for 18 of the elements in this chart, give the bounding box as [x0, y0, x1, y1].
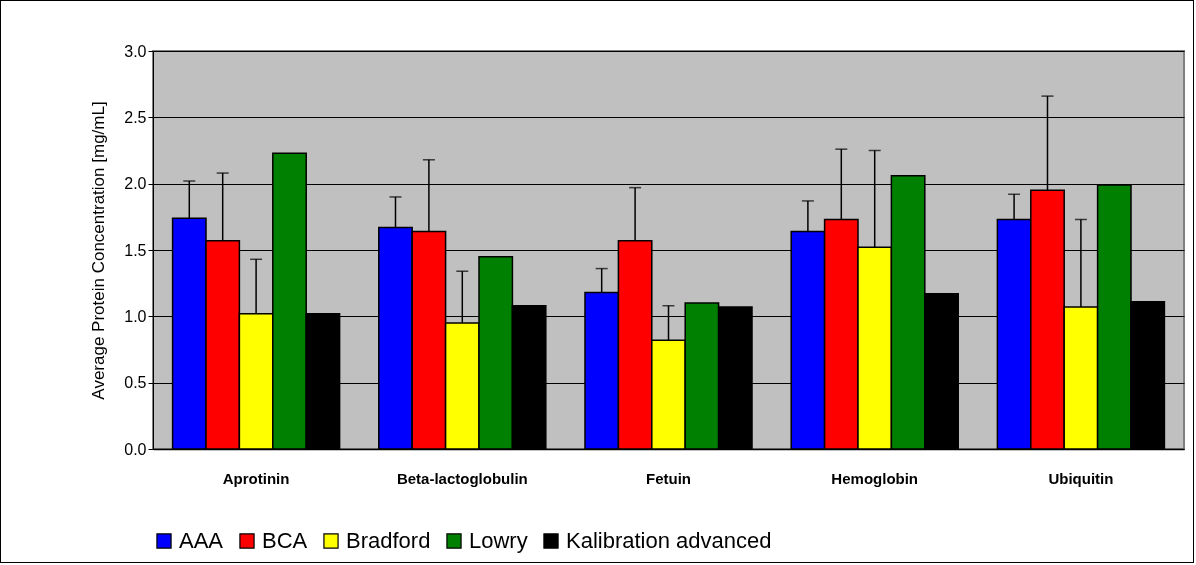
x-tick-label: Hemoglobin — [831, 469, 919, 487]
y-axis-title: Average Protein Concentration [mg/mL] — [89, 101, 109, 400]
y-tick-label: 0.0 — [124, 440, 147, 458]
y-tick-label: 2.5 — [124, 108, 147, 126]
x-tick-label: Fetuin — [646, 469, 691, 487]
y-tick-label: 2.0 — [124, 175, 147, 193]
x-tick-label: Ubiquitin — [1048, 469, 1114, 487]
legend-label: BCA — [262, 528, 308, 553]
x-tick-label: Beta-lactoglobulin — [396, 469, 528, 487]
legend-label: Bradford — [346, 528, 431, 553]
legend-label: Lowry — [469, 528, 528, 553]
y-tick-label: 1.0 — [124, 307, 147, 325]
x-tick-label: Aprotinin — [222, 469, 290, 487]
y-tick-label: 3.0 — [124, 42, 147, 60]
legend-label: AAA — [179, 528, 224, 553]
legend-label: Kalibration advanced — [566, 528, 772, 553]
y-tick-label: 1.5 — [124, 241, 147, 259]
y-tick-label: 0.5 — [124, 374, 147, 392]
